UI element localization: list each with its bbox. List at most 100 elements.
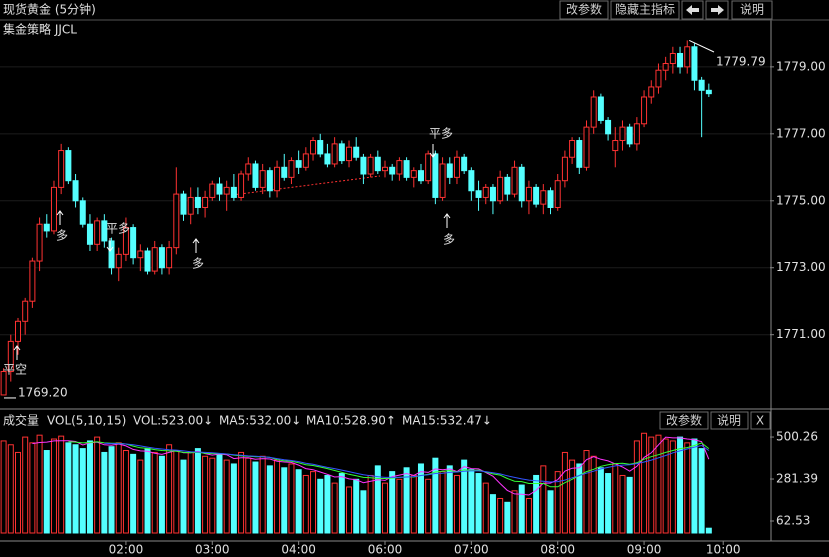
volume-bar [22,436,29,534]
volume-bar [482,482,489,534]
button-label: 说明 [740,2,764,17]
candle-body [655,69,662,88]
volume-bar [569,459,576,534]
y-tick-label: 1771.00 [776,327,826,341]
ma-line [104,442,710,483]
button-frame [659,411,709,430]
volume-bar [648,436,655,534]
volume-bar [410,474,417,534]
volume-bar [540,465,547,534]
candle-body [453,156,460,178]
signal-arrow [443,213,451,228]
volume-bar [94,436,101,534]
volume-bar [662,438,669,534]
candle-body [50,186,57,232]
candle-body [382,166,388,172]
volume-bar [396,478,403,534]
candle-body [43,223,50,232]
candle-body [158,247,165,269]
volume-bar [108,446,115,534]
signal-arrow [56,210,64,225]
button-frame [750,411,771,430]
candle-body [669,52,676,65]
candle-body [187,196,194,215]
min-label: 1769.20 [18,385,68,399]
volume-bar [504,501,511,534]
prev-button[interactable] [681,0,704,20]
candle-body [619,126,626,142]
chart-title: 现货黄金 (5分钟) [3,2,96,17]
volume-bar [58,435,65,534]
volume-bar [302,474,309,534]
candle-body [396,160,403,175]
next-button[interactable] [705,0,729,20]
volume-bar [576,463,583,534]
candle-body [691,46,698,81]
y-tick-label: 1777.00 [776,126,826,140]
candle-body [14,320,21,342]
volume-bar [489,494,496,534]
volume-bar [389,471,396,534]
candle-body [525,186,532,202]
volume-bar [518,484,525,534]
candle-body [425,153,432,182]
candle-body [554,180,561,208]
button-label: X [756,414,764,428]
candle-body [389,166,396,175]
volume-bar [144,448,151,534]
candle-body [511,166,518,195]
close-button[interactable]: X [750,411,771,430]
candle-body [461,156,468,172]
candle-body [324,153,331,165]
candle-body [446,163,453,178]
volume-bar [497,497,504,534]
candle-body [338,143,345,162]
volume-bar [122,450,129,534]
candle-body [209,183,216,198]
button[interactable]: 说明 [710,411,749,430]
volume-bar [101,451,108,534]
candle-body [58,150,65,188]
button[interactable]: 改参数 [659,411,709,430]
x-tick-label: 04:00 [281,543,316,557]
volume-bar [310,471,317,534]
candle-body [317,140,324,155]
candle-body [122,227,129,255]
candle-body [166,247,173,269]
signal-arrow [192,238,200,253]
button[interactable]: 说明 [731,0,773,20]
volume-bar [590,455,597,534]
candle-body [533,186,540,205]
volume-bar [50,438,57,534]
candle-body [346,146,353,162]
volume-bar [331,482,338,534]
volume-bar [223,459,230,534]
candle-body [259,170,266,188]
x-tick-label: 07:00 [454,543,489,557]
candle-body [432,153,439,198]
volume-bar [151,451,158,534]
signal-label: 平空 [3,363,27,377]
volume-bar [43,450,50,534]
volume-bar [403,467,410,534]
candle-body [482,186,489,198]
volume-bar [461,459,468,534]
candle-body [230,186,237,198]
y-tick-label: 281.39 [776,472,818,486]
candle-body [597,96,604,121]
button[interactable]: 隐藏主指标 [610,0,680,20]
signal-arrow [429,144,437,158]
legend-entry: MA15:532.47↓ [402,414,492,428]
candle-body [417,170,424,182]
volume-bar [216,453,223,534]
volume-bar [346,486,353,534]
volume-bar [79,448,86,534]
button-frame [710,411,749,430]
signal-arrow [13,345,21,360]
button[interactable]: 改参数 [559,0,609,20]
volume-bar [374,465,381,534]
ma-line [32,436,710,496]
volume-bar [295,469,302,534]
candle-body [101,220,108,242]
